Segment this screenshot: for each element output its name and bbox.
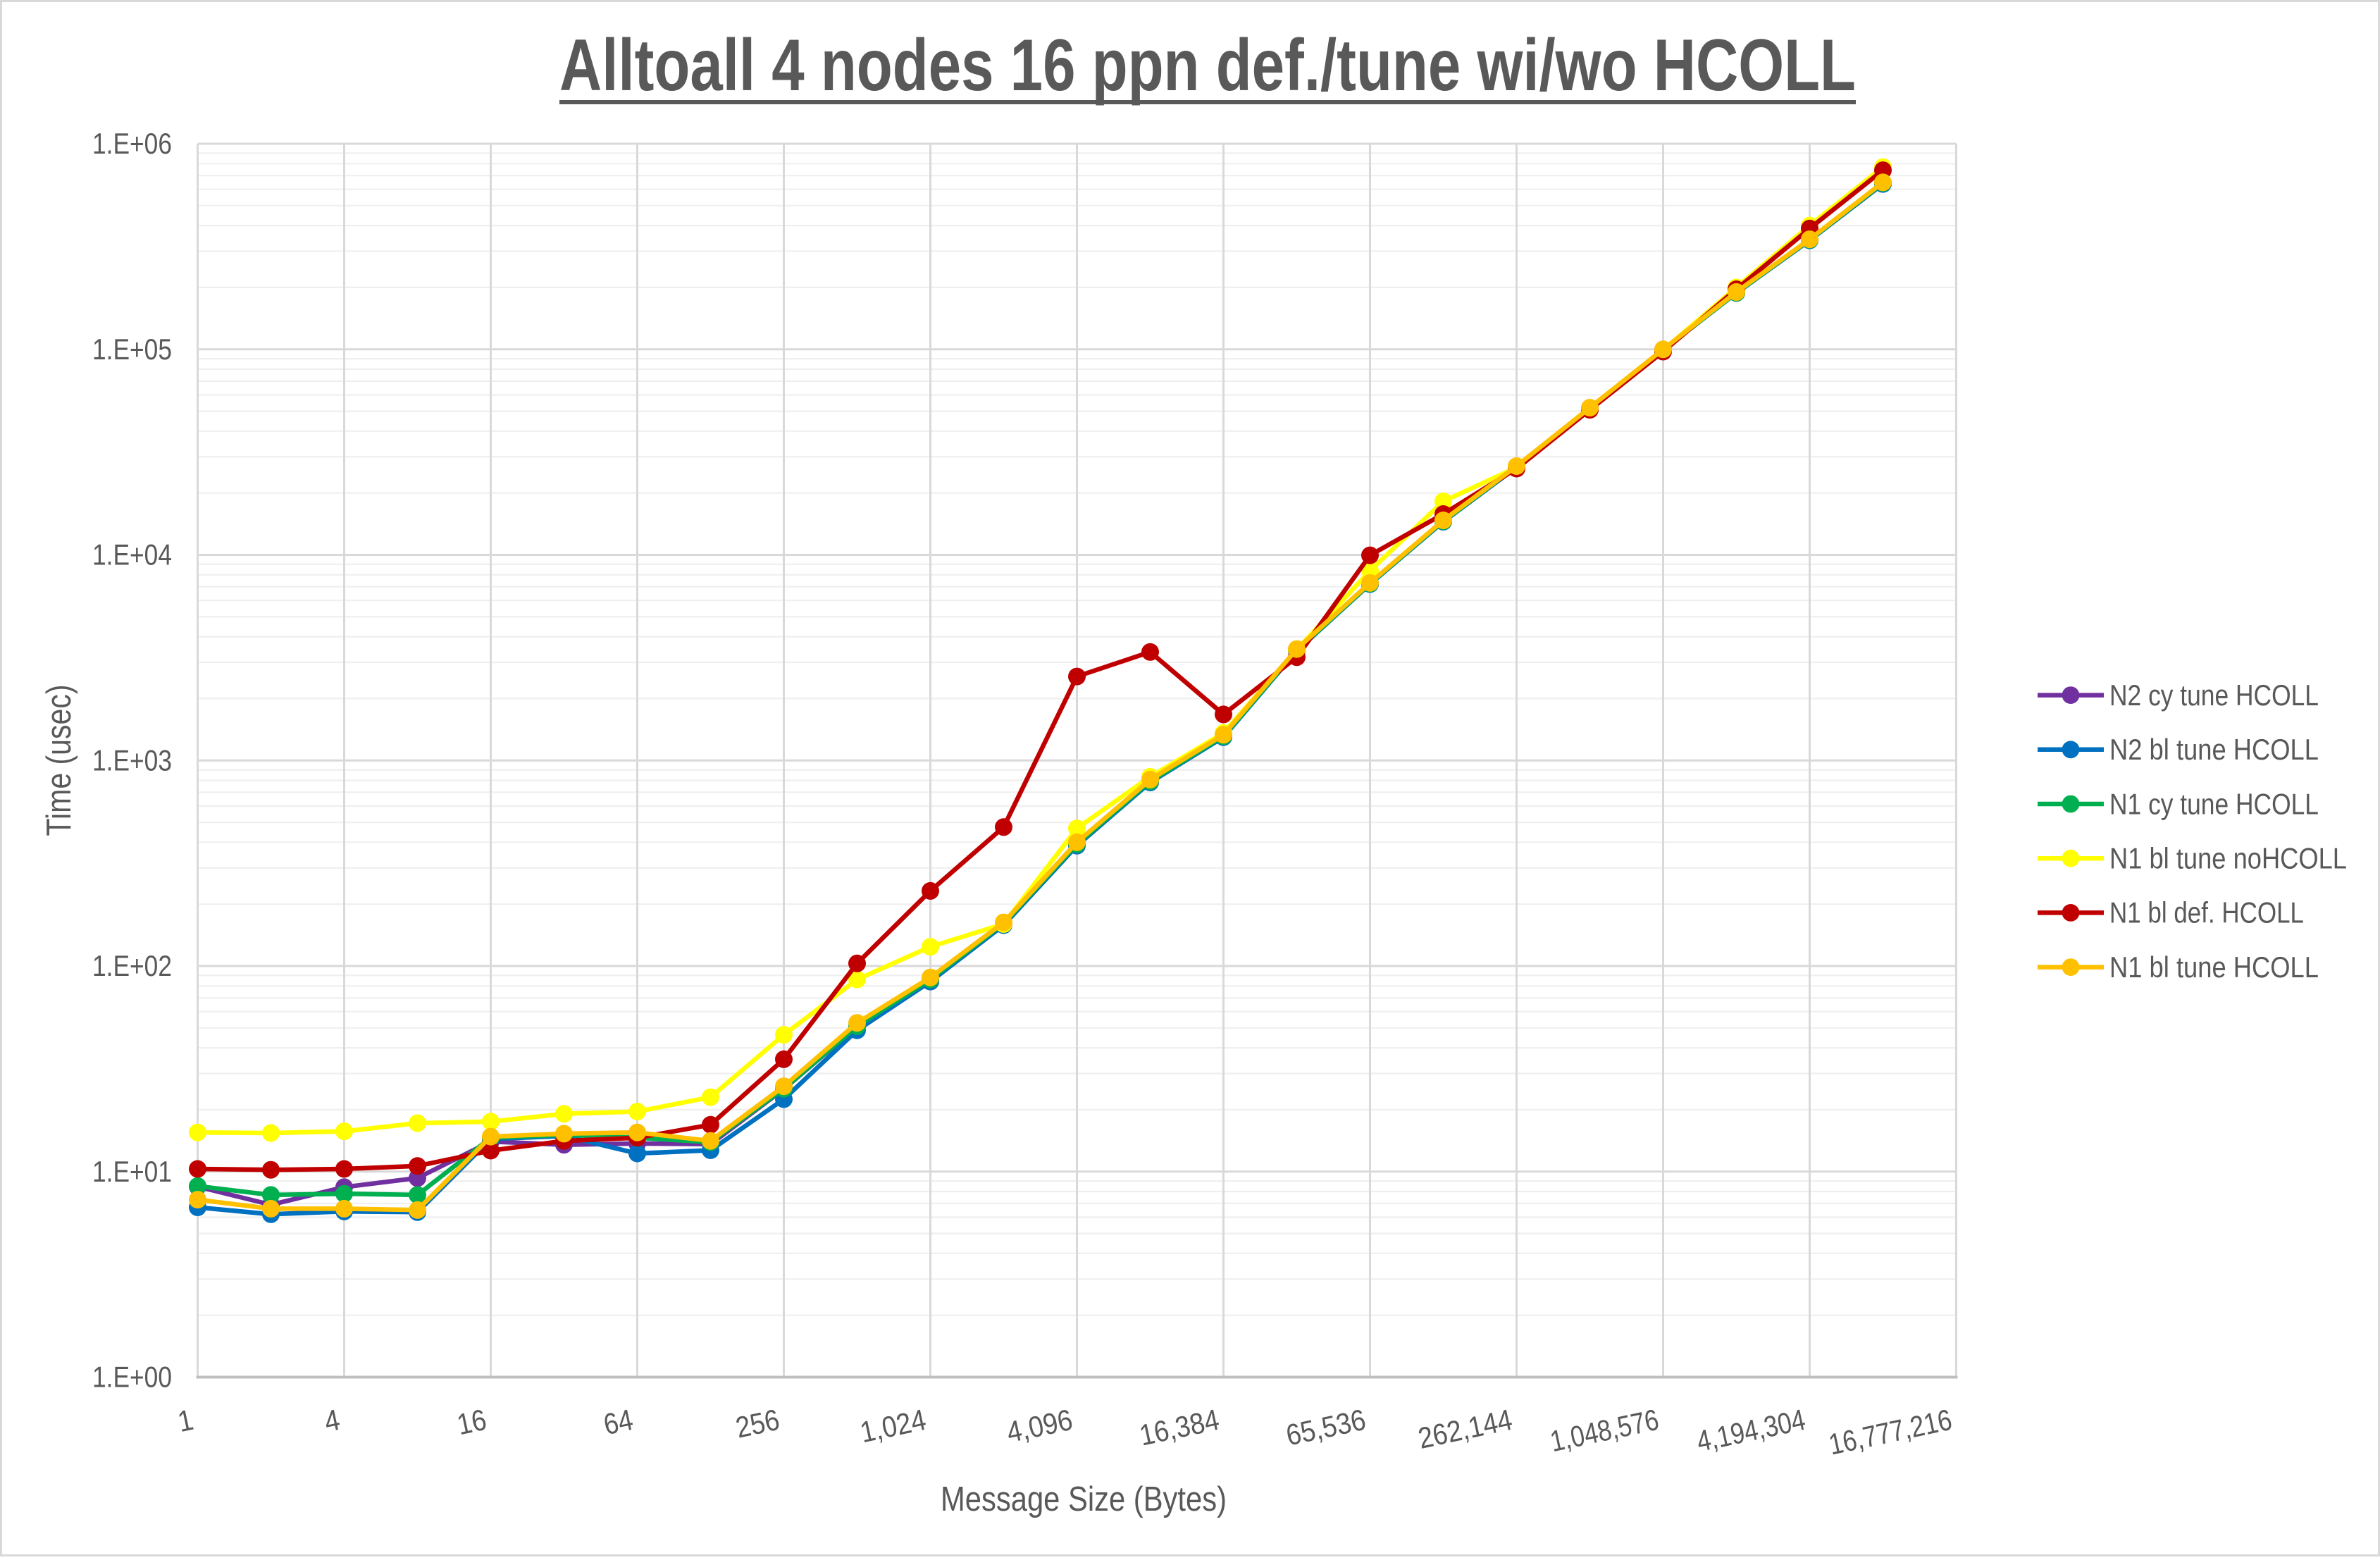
svg-text:Message Size (Bytes): Message Size (Bytes) [941, 1480, 1227, 1518]
svg-text:1.E+03: 1.E+03 [92, 744, 172, 777]
svg-text:1.E+04: 1.E+04 [92, 538, 172, 571]
svg-text:16: 16 [454, 1403, 489, 1441]
svg-text:N1 bl tune HCOLL: N1 bl tune HCOLL [2109, 951, 2319, 984]
svg-text:N1 cy tune HCOLL: N1 cy tune HCOLL [2109, 787, 2319, 820]
svg-text:1.E+01: 1.E+01 [92, 1155, 172, 1188]
svg-text:1.E+05: 1.E+05 [92, 333, 172, 366]
svg-text:64: 64 [600, 1403, 636, 1441]
svg-text:N1 bl def. HCOLL: N1 bl def. HCOLL [2109, 896, 2304, 929]
svg-text:1.E+06: 1.E+06 [92, 127, 172, 160]
svg-text:1.E+00: 1.E+00 [92, 1361, 172, 1394]
svg-text:Time (usec): Time (usec) [40, 685, 78, 836]
svg-text:N1 bl tune noHCOLL: N1 bl tune noHCOLL [2109, 842, 2347, 875]
svg-text:1.E+02: 1.E+02 [92, 949, 172, 982]
svg-text:Alltoall 4 nodes 16 ppn def./t: Alltoall 4 nodes 16 ppn def./tune wi/wo … [559, 25, 1856, 106]
svg-text:N2 bl tune HCOLL: N2 bl tune HCOLL [2109, 733, 2319, 766]
svg-text:N2 cy tune HCOLL: N2 cy tune HCOLL [2109, 679, 2319, 712]
